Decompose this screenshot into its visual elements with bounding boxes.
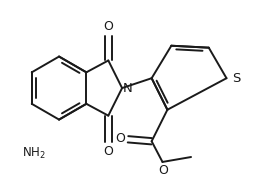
Text: O: O [158,164,168,177]
Text: S: S [232,72,241,85]
Text: NH$_2$: NH$_2$ [22,146,45,161]
Text: O: O [103,145,113,158]
Text: O: O [115,132,125,145]
Text: N: N [123,82,133,95]
Text: O: O [103,20,113,33]
